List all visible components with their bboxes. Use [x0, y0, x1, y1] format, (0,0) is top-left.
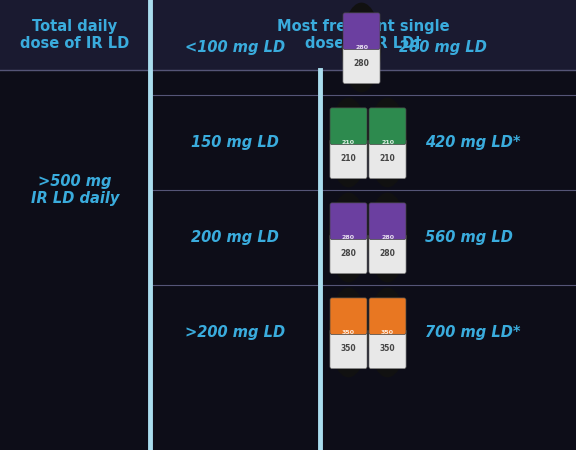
Text: 350: 350 — [342, 330, 355, 335]
Ellipse shape — [342, 3, 381, 92]
Ellipse shape — [329, 193, 368, 283]
FancyBboxPatch shape — [330, 108, 367, 144]
FancyBboxPatch shape — [369, 108, 406, 144]
Text: 280: 280 — [342, 235, 355, 240]
Text: 560 mg LD: 560 mg LD — [425, 230, 513, 245]
Text: 350: 350 — [381, 330, 394, 335]
Text: 700 mg LD*: 700 mg LD* — [425, 325, 521, 340]
Text: 280: 280 — [380, 249, 396, 258]
Text: 150 mg LD: 150 mg LD — [191, 135, 279, 150]
Text: Most frequent single
dose of IR LD†: Most frequent single dose of IR LD† — [276, 19, 449, 51]
Bar — [0, 0, 576, 70]
FancyBboxPatch shape — [330, 329, 367, 369]
FancyBboxPatch shape — [330, 139, 367, 179]
Text: 210: 210 — [342, 140, 355, 145]
FancyBboxPatch shape — [369, 329, 406, 369]
Text: >500 mg
IR LD daily: >500 mg IR LD daily — [31, 174, 119, 206]
Text: 420 mg LD*: 420 mg LD* — [425, 135, 521, 150]
Ellipse shape — [367, 288, 407, 378]
FancyBboxPatch shape — [330, 234, 367, 274]
Text: 350: 350 — [380, 344, 395, 353]
Text: Total daily
dose of IR LD: Total daily dose of IR LD — [20, 19, 130, 51]
Text: 280 mg LD: 280 mg LD — [399, 40, 487, 55]
FancyBboxPatch shape — [369, 139, 406, 179]
FancyBboxPatch shape — [369, 298, 406, 334]
FancyBboxPatch shape — [369, 203, 406, 239]
Text: 210: 210 — [380, 154, 395, 163]
Text: 210: 210 — [340, 154, 357, 163]
FancyBboxPatch shape — [330, 298, 367, 334]
Text: 280: 280 — [354, 59, 369, 68]
Text: 280: 280 — [355, 45, 368, 50]
FancyBboxPatch shape — [330, 203, 367, 239]
Text: >200 mg LD: >200 mg LD — [185, 325, 285, 340]
Ellipse shape — [329, 288, 368, 378]
Ellipse shape — [367, 98, 407, 187]
Text: 280: 280 — [381, 235, 394, 240]
FancyBboxPatch shape — [369, 234, 406, 274]
Ellipse shape — [329, 98, 368, 187]
Text: 280: 280 — [340, 249, 357, 258]
Ellipse shape — [367, 193, 407, 283]
Text: 210: 210 — [381, 140, 394, 145]
Text: 200 mg LD: 200 mg LD — [191, 230, 279, 245]
Text: <100 mg LD: <100 mg LD — [185, 40, 285, 55]
FancyBboxPatch shape — [343, 44, 380, 84]
FancyBboxPatch shape — [343, 13, 380, 50]
Text: 350: 350 — [340, 344, 357, 353]
